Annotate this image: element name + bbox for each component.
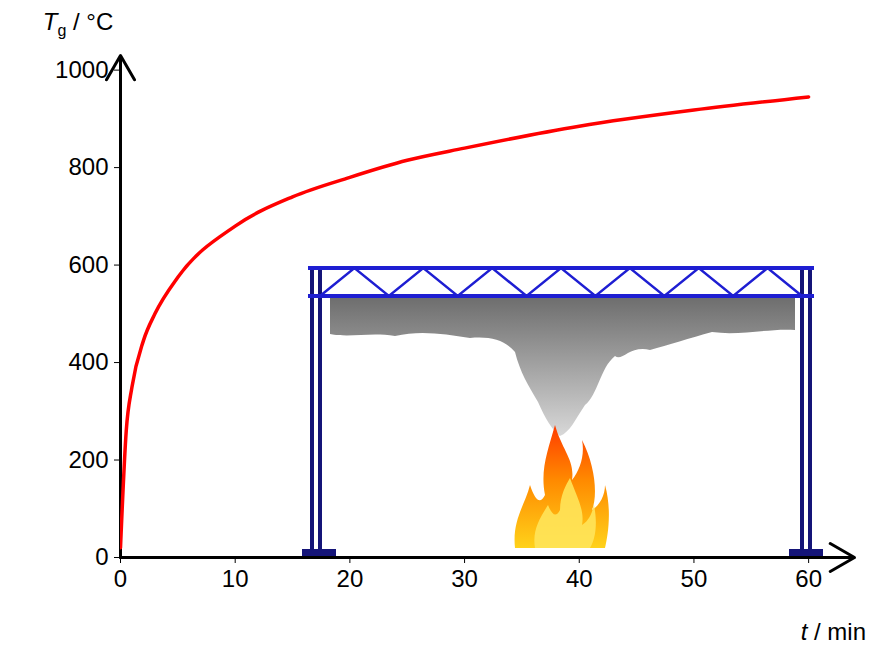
svg-text:1000: 1000 <box>55 56 108 83</box>
svg-text:t / min: t / min <box>801 618 866 645</box>
svg-text:200: 200 <box>68 446 108 473</box>
svg-text:30: 30 <box>451 565 478 592</box>
svg-text:0: 0 <box>114 565 127 592</box>
svg-text:Tg / °C: Tg / °C <box>43 8 114 39</box>
svg-text:40: 40 <box>566 565 593 592</box>
svg-text:800: 800 <box>68 153 108 180</box>
svg-text:10: 10 <box>222 565 249 592</box>
svg-text:600: 600 <box>68 251 108 278</box>
svg-text:20: 20 <box>337 565 364 592</box>
svg-text:50: 50 <box>681 565 708 592</box>
svg-text:60: 60 <box>795 565 822 592</box>
svg-text:0: 0 <box>95 543 108 570</box>
svg-text:400: 400 <box>68 348 108 375</box>
